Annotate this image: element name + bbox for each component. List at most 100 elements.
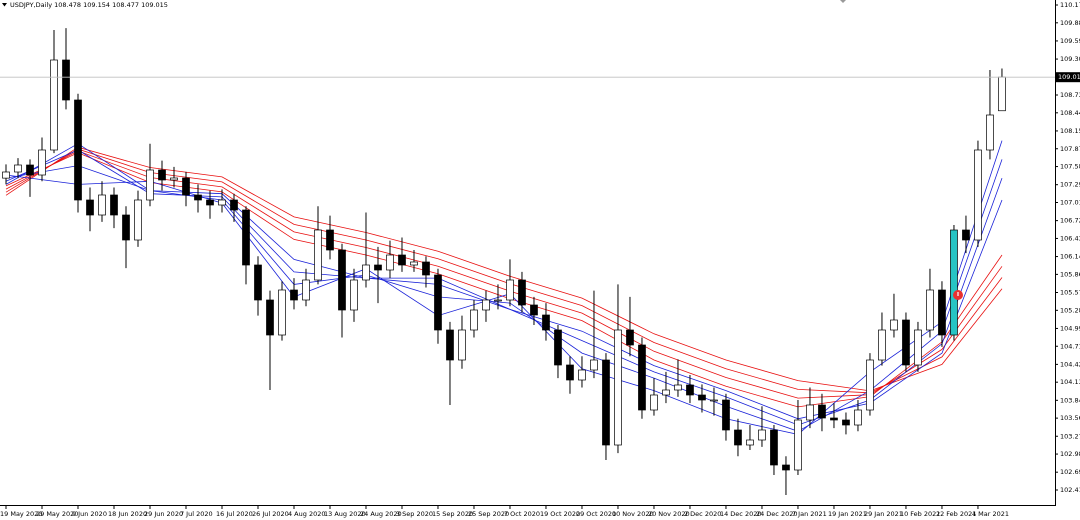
candle-body (518, 279, 526, 306)
y-tick-label: 105.570 (1060, 289, 1080, 297)
candle-body (158, 169, 166, 181)
x-tick-label: 19 Jan 2021 (828, 510, 867, 518)
y-tick-label: 103.560 (1060, 414, 1080, 422)
candle-body (470, 309, 478, 331)
high: 109.154 (83, 1, 110, 9)
candle-body (842, 419, 850, 426)
candle-body (350, 279, 358, 311)
candle-body (494, 299, 502, 302)
x-tick-label: 15 Sep 2020 (432, 510, 473, 518)
x-tick-label: 24 Dec 2020 (756, 510, 798, 518)
candle-body (866, 359, 874, 411)
candle-body (506, 279, 514, 301)
y-tick-label: 108.445 (1060, 109, 1080, 117)
candle-body (614, 329, 622, 446)
y-tick-label: 107.585 (1060, 163, 1080, 171)
candle-body (242, 209, 250, 266)
y-tick-label: 108.730 (1060, 91, 1080, 99)
x-tick-label: 7 Jan 2021 (792, 510, 827, 518)
y-tick-label: 110.170 (1060, 1, 1080, 9)
x-tick-label: 19 May 2020 (0, 510, 42, 518)
y-tick-label: 102.985 (1060, 450, 1080, 458)
candle-body (14, 164, 22, 173)
candle-body (998, 76, 1006, 112)
shift-marker (840, 0, 846, 3)
candle-body (122, 214, 130, 241)
x-tick-label: 2 Dec 2020 (684, 510, 721, 518)
y-tick-label: 109.305 (1060, 55, 1080, 63)
candle-body (986, 114, 994, 151)
candle-body (578, 369, 586, 381)
x-tick-label: 7 Oct 2020 (504, 510, 540, 518)
candle-body (110, 194, 118, 216)
x-tick-label: 13 Aug 2020 (324, 510, 366, 518)
candle-body (722, 399, 730, 431)
y-tick-label: 105.860 (1060, 270, 1080, 278)
candle-body (458, 329, 466, 361)
candle-body (98, 194, 106, 216)
x-tick-label: 29 May 2020 (36, 510, 78, 518)
candle-body (938, 289, 946, 336)
header-arrow (2, 3, 7, 7)
y-tick-label: 104.710 (1060, 342, 1080, 350)
candle-body (326, 229, 334, 251)
y-tick-label: 104.135 (1060, 378, 1080, 386)
candle-body (446, 329, 454, 361)
x-tick-label: 10 Nov 2020 (612, 510, 654, 518)
candle-body (50, 59, 58, 151)
x-tick-label: 22 Feb 2021 (936, 510, 976, 518)
current-price-label: 109.015 (1058, 73, 1080, 81)
y-tick-label: 102.410 (1060, 486, 1080, 494)
candle-body (74, 99, 82, 201)
candle-body (734, 429, 742, 446)
candle-body (194, 194, 202, 201)
candle-body (314, 229, 322, 281)
candle-body (710, 399, 718, 402)
candle-body (290, 289, 298, 301)
symbol: USDJPY,Daily (10, 1, 52, 9)
x-tick-label: 19 Oct 2020 (540, 510, 580, 518)
candle-body (662, 389, 670, 396)
candle-body (962, 229, 970, 241)
x-tick-label: 4 Aug 2020 (288, 510, 326, 518)
candle-body (602, 359, 610, 446)
candle-body (2, 171, 10, 179)
y-tick-label: 108.155 (1060, 127, 1080, 135)
candle-body (410, 261, 418, 266)
candle-body (530, 304, 538, 316)
candle-body (818, 404, 826, 419)
candle-body (266, 299, 274, 336)
current-price-box (1056, 72, 1080, 83)
open: 108.478 (54, 1, 81, 9)
candle-body (746, 439, 754, 446)
plot-area (0, 28, 1055, 495)
candle-body (686, 384, 694, 396)
close: 109.015 (141, 1, 168, 9)
y-tick-label: 105.285 (1060, 306, 1080, 314)
y-tick-label: 104.995 (1060, 324, 1080, 332)
y-tick-label: 107.870 (1060, 145, 1080, 153)
x-tick-label: 29 Jan 2021 (864, 510, 903, 518)
header-text: USDJPY,Daily 108.478 109.154 108.477 109… (10, 1, 168, 9)
candle-body (86, 199, 94, 216)
low: 108.477 (112, 1, 139, 9)
candle-body (386, 254, 394, 271)
candle-body (230, 199, 238, 211)
candle-body (338, 249, 346, 311)
candle-body (878, 329, 886, 361)
x-tick-label: 3 Sep 2020 (396, 510, 433, 518)
x-tick-label: 14 Dec 2020 (720, 510, 762, 518)
x-tick-label: 16 Jul 2020 (216, 510, 253, 518)
candle-body (698, 394, 706, 401)
candle-body (854, 409, 862, 426)
candle-body (926, 289, 934, 331)
candle-body (950, 229, 958, 336)
candle-body (902, 319, 910, 366)
y-tick-label: 103.270 (1060, 432, 1080, 440)
x-tick-label: 25 Sep 2020 (468, 510, 509, 518)
candle-body (422, 261, 430, 276)
ma-line (5, 143, 1003, 420)
candle-body (626, 329, 634, 346)
